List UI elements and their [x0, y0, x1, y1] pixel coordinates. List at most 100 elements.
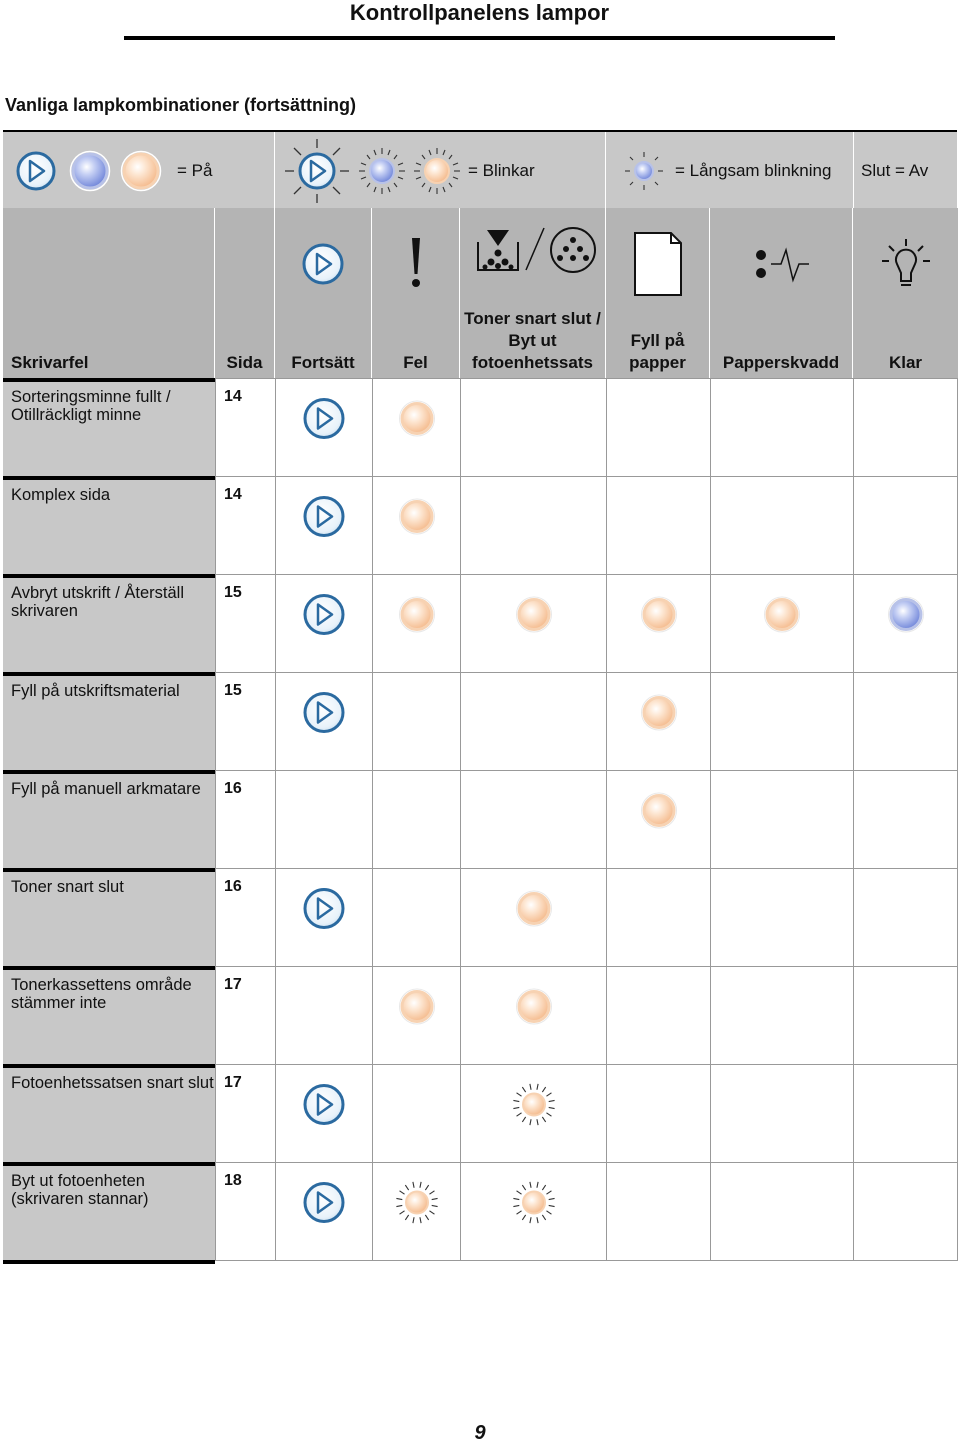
exclamation-icon — [411, 238, 420, 287]
table-row: Fyll på utskriftsmaterial 15 — [3, 672, 958, 770]
table-row: Sorteringsminne fullt / Otillräckligt mi… — [3, 378, 958, 476]
page-title: Kontrollpanelens lampor — [349, 0, 610, 25]
lamp-ready-on — [886, 595, 926, 640]
row-error-name: Komplex sida — [3, 476, 215, 574]
lamp-paper-on — [639, 791, 679, 836]
row-page-ref: 16 — [215, 770, 275, 868]
cell-continue — [275, 770, 372, 868]
orange-lamp-icon — [640, 694, 677, 731]
cell-ready — [853, 378, 958, 476]
lamp-continue-on — [301, 592, 347, 643]
cell-paper — [606, 476, 710, 574]
blinking-orange-lamp-icon — [512, 1083, 555, 1126]
cell-fault — [372, 1064, 460, 1162]
orange-lamp-icon — [515, 596, 552, 633]
header-page-label: Sida — [226, 353, 263, 372]
legend-on: = På — [3, 132, 275, 210]
cell-toner — [460, 770, 606, 868]
table-header: Skrivarfel Sida Fortsätt Fel — [3, 208, 958, 378]
lamp-paper-on — [639, 595, 679, 640]
cell-toner — [460, 868, 606, 966]
legend-slow-label: = Långsam blinkning — [675, 161, 832, 180]
paper-jam-icon — [756, 247, 809, 283]
cell-paper — [606, 1064, 710, 1162]
legend-on-label: = På — [177, 161, 213, 180]
cell-toner — [460, 574, 606, 672]
lamp-continue-on — [301, 690, 347, 741]
row-page-ref: 14 — [215, 378, 275, 476]
cell-ready — [853, 770, 958, 868]
cell-paper — [606, 574, 710, 672]
blinking-orange-lamp-icon — [512, 1181, 555, 1224]
continue-lamp-icon — [303, 398, 345, 439]
cell-toner — [460, 966, 606, 1064]
row-page-ref: 15 — [215, 672, 275, 770]
title-rule — [124, 36, 835, 40]
row-error-name: Avbryt utskrift / Återställ skrivaren — [3, 574, 215, 672]
row-error-name: Byt ut fotoenheten (skrivaren stannar) — [3, 1162, 215, 1260]
lamp-continue-on — [301, 886, 347, 937]
row-error-name: Toner snart slut — [3, 868, 215, 966]
cell-continue — [275, 1064, 372, 1162]
cell-toner — [460, 1162, 606, 1260]
cell-continue — [275, 966, 372, 1064]
header-continue: Fortsätt — [275, 208, 372, 378]
row-error-name: Fotoenhetssatsen snart slut — [3, 1064, 215, 1162]
row-page-ref: 18 — [215, 1162, 275, 1260]
cell-fault — [372, 378, 460, 476]
row-error-name: Sorteringsminne fullt / Otillräckligt mi… — [3, 378, 215, 476]
blue-lamp-icon — [69, 150, 111, 192]
orange-lamp-icon — [120, 150, 162, 192]
cell-toner — [460, 476, 606, 574]
cell-jam — [710, 378, 853, 476]
row-page-ref: 17 — [215, 966, 275, 1064]
continue-lamp-icon — [303, 888, 345, 929]
blinking-continue-icon — [285, 139, 349, 203]
row-page-ref: 16 — [215, 868, 275, 966]
cell-jam — [710, 574, 853, 672]
orange-lamp-icon — [515, 890, 552, 927]
cell-jam — [710, 476, 853, 574]
header-continue-label: Fortsätt — [291, 353, 355, 372]
header-jam: Papperskvadd — [710, 208, 853, 378]
cell-paper — [606, 672, 710, 770]
row-page-ref: 15 — [215, 574, 275, 672]
section-title: Vanliga lampkombinationer (fortsättning) — [5, 95, 357, 115]
lamp-fault-blink — [390, 1176, 444, 1235]
orange-lamp-icon — [640, 596, 677, 633]
continue-lamp-icon — [303, 1084, 345, 1125]
blinking-orange-lamp-icon — [414, 148, 460, 194]
lamp-toner-blink — [507, 1176, 561, 1235]
lamp-toner-blink — [507, 1078, 561, 1137]
legend-slow: = Långsam blinkning — [605, 132, 854, 210]
orange-lamp-icon — [764, 596, 800, 633]
cell-continue — [275, 868, 372, 966]
cell-continue — [275, 1162, 372, 1260]
cell-jam — [710, 672, 853, 770]
table-row: Komplex sida 14 — [3, 476, 958, 574]
cell-paper — [606, 1162, 710, 1260]
orange-lamp-icon — [398, 498, 435, 535]
cell-paper — [606, 378, 710, 476]
lamp-toner-on — [514, 987, 554, 1032]
cell-paper — [606, 770, 710, 868]
lamp-continue-on — [301, 494, 347, 545]
cell-paper — [606, 966, 710, 1064]
cell-fault — [372, 476, 460, 574]
row-page-ref: 17 — [215, 1064, 275, 1162]
cell-jam — [710, 868, 853, 966]
cell-jam — [710, 1162, 853, 1260]
cell-continue — [275, 378, 372, 476]
lamp-toner-on — [514, 889, 554, 934]
lamp-continue-on — [301, 1180, 347, 1231]
table-row: Avbryt utskrift / Återställ skrivaren 15 — [3, 574, 958, 672]
lamp-fault-on — [397, 497, 437, 542]
cell-jam — [710, 1064, 853, 1162]
header-toner: Toner snart slut / Byt ut fotoenhetssats — [460, 208, 606, 378]
table-row: Fotoenhetssatsen snart slut 17 — [3, 1064, 958, 1162]
legend-blink-icons — [285, 139, 460, 203]
header-ready: Klar — [853, 208, 958, 378]
orange-lamp-icon — [398, 988, 435, 1025]
table-row: Toner snart slut 16 — [3, 868, 958, 966]
table-row: Fyll på manuell arkmatare 16 — [3, 770, 958, 868]
